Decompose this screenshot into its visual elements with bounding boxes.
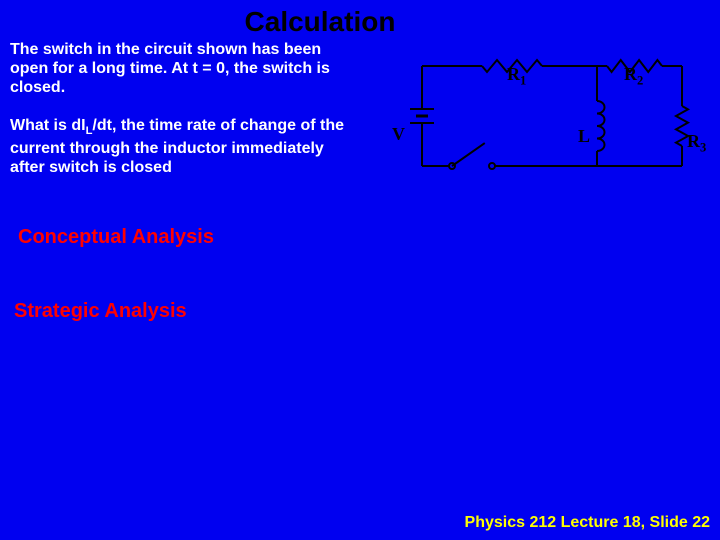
circuit-label: R3 bbox=[687, 131, 706, 156]
slide: Calculation The switch in the circuit sh… bbox=[0, 0, 720, 540]
slide-footer: Physics 212 Lecture 18, Slide 22 bbox=[465, 514, 710, 532]
circuit-diagram: V R1 R2 L R3 bbox=[392, 46, 712, 186]
circuit-label: L bbox=[578, 126, 590, 147]
section-conceptual: Conceptual Analysis bbox=[18, 226, 214, 249]
slide-title: Calculation bbox=[180, 6, 460, 38]
section-strategic: Strategic Analysis bbox=[14, 300, 187, 323]
circuit-label: R1 bbox=[507, 64, 526, 89]
problem-paragraph-2: What is dIL/dt, the time rate of change … bbox=[10, 116, 360, 177]
problem-paragraph-1: The switch in the circuit shown has been… bbox=[10, 40, 350, 98]
circuit-label: R2 bbox=[624, 64, 643, 89]
circuit-label: V bbox=[392, 124, 405, 145]
